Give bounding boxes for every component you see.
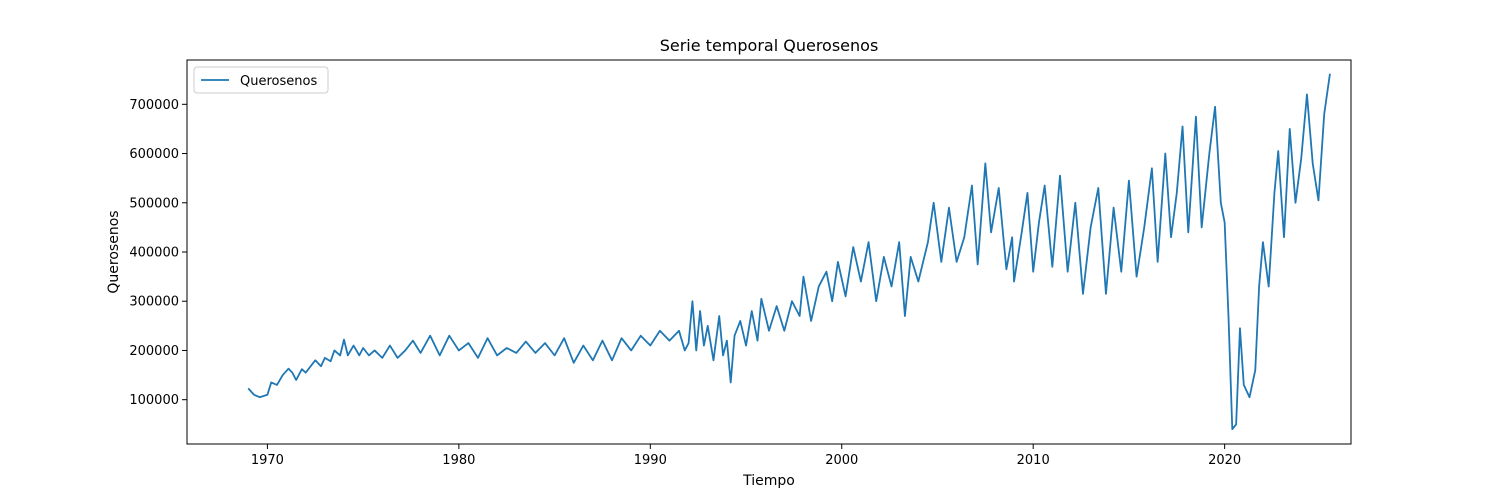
legend-label-querosenos: Querosenos [240,74,317,89]
plot-area [187,60,1351,444]
series-line-0 [247,73,1331,431]
x-tick-label: 2020 [1208,453,1241,468]
y-tick-label: 300000 [129,295,179,310]
y-tick-label: 500000 [129,196,179,211]
x-axis-label: Tiempo [742,473,795,489]
y-axis-ticks: 100000 200000 300000 400000 500000 600000 7000… [129,98,187,408]
y-tick-label: 400000 [129,246,179,261]
x-tick-label: 1970 [251,453,284,468]
x-tick-label: 2000 [825,453,858,468]
x-tick-label: 1980 [442,453,475,468]
x-axis-ticks: 1970 1980 1990 2000 2010 2020 [251,444,1241,468]
legend: Querosenos [193,66,329,94]
y-tick-label: 700000 [129,98,179,113]
y-tick-label: 600000 [129,147,179,162]
chart-title: Serie temporal Querosenos [660,36,879,55]
y-axis-label: Querosenos [106,210,122,293]
x-tick-label: 2010 [1017,453,1050,468]
series-layer [247,73,1331,431]
legend-box [193,66,329,94]
y-tick-label: 100000 [129,393,179,408]
x-tick-label: 1990 [634,453,667,468]
y-tick-label: 200000 [129,344,179,359]
